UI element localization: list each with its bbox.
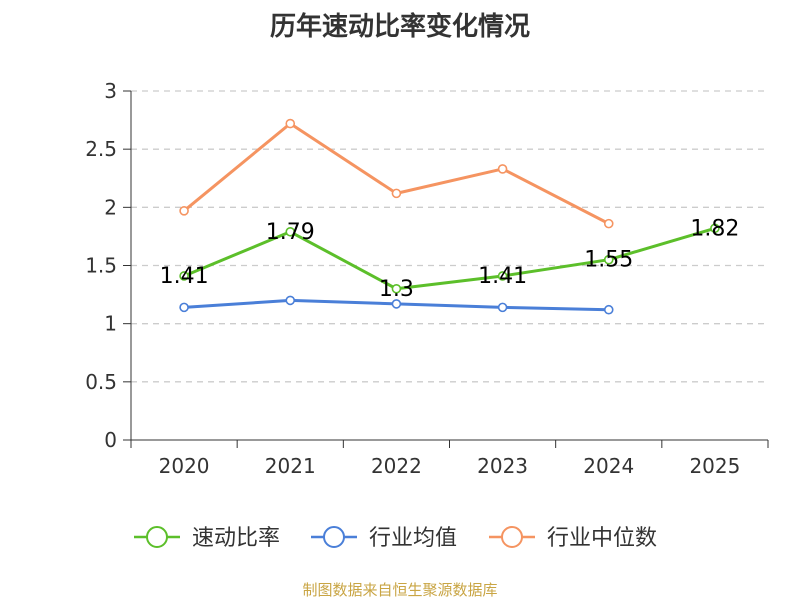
y-tick-label: 0 xyxy=(104,428,117,452)
y-tick-label: 2.5 xyxy=(85,137,117,161)
source-note: 制图数据来自恒生聚源数据库 xyxy=(302,581,498,599)
data-point[interactable] xyxy=(603,218,614,229)
data-point[interactable] xyxy=(391,188,402,199)
series-line xyxy=(183,226,716,291)
legend-marker xyxy=(323,526,345,548)
data-point[interactable] xyxy=(710,223,720,234)
axes: 0 0.5 1 1.5 2 2.5 3 2020 2021 2022 2023 2024 2025 xyxy=(85,79,769,478)
data-point[interactable] xyxy=(497,271,508,281)
legend-label: 行业中位数 xyxy=(547,526,657,551)
grid-lines xyxy=(131,90,768,383)
data-label: 1.82 xyxy=(690,216,739,241)
data-point[interactable] xyxy=(391,299,402,309)
y-tick-label: 0.5 xyxy=(85,370,117,394)
data-point[interactable] xyxy=(285,295,296,306)
legend-label: 行业均值 xyxy=(369,526,457,551)
data-label: 1.3 xyxy=(379,277,414,302)
x-tick-label: 2023 xyxy=(477,454,528,478)
data-point[interactable] xyxy=(603,304,614,315)
x-tick-label: 2022 xyxy=(371,454,422,478)
data-label: 1.55 xyxy=(584,248,633,273)
legend-item[interactable]: 行业均值 xyxy=(311,526,457,551)
data-point[interactable] xyxy=(603,254,614,265)
series-line xyxy=(183,122,610,225)
data-point[interactable] xyxy=(179,206,189,216)
y-tick-label: 1 xyxy=(104,312,117,336)
data-label: 1.41 xyxy=(160,264,209,289)
y-tick-label: 1.5 xyxy=(85,254,117,278)
legend-item[interactable]: 速动比率 xyxy=(134,526,280,551)
data-point[interactable] xyxy=(391,283,402,294)
y-tick-label: 3 xyxy=(104,79,117,103)
data-point[interactable] xyxy=(497,302,508,313)
data-label: 1.41 xyxy=(478,264,527,289)
legend-marker xyxy=(146,526,168,548)
data-point[interactable] xyxy=(285,118,296,129)
legend-item[interactable]: 行业中位数 xyxy=(489,526,657,551)
series-layer xyxy=(179,118,720,315)
y-tick-label: 2 xyxy=(104,195,117,219)
x-tick-label: 2024 xyxy=(583,454,634,478)
chart-title: 历年速动比率变化情况 xyxy=(269,12,530,42)
legend-label: 速动比率 xyxy=(192,526,280,551)
data-point[interactable] xyxy=(285,226,296,237)
data-labels: 1.41 1.79 1.3 1.41 1.55 1.82 xyxy=(160,216,740,301)
x-tick-label: 2025 xyxy=(689,454,740,478)
data-point[interactable] xyxy=(179,271,189,281)
x-tick-label: 2021 xyxy=(265,454,316,478)
data-point[interactable] xyxy=(179,302,189,313)
legend[interactable]: 速动比率 行业均值 行业中位数 xyxy=(134,526,657,551)
data-label: 1.79 xyxy=(266,220,315,245)
x-tick-label: 2020 xyxy=(159,454,210,478)
legend-marker xyxy=(501,526,523,548)
data-point[interactable] xyxy=(497,164,508,174)
